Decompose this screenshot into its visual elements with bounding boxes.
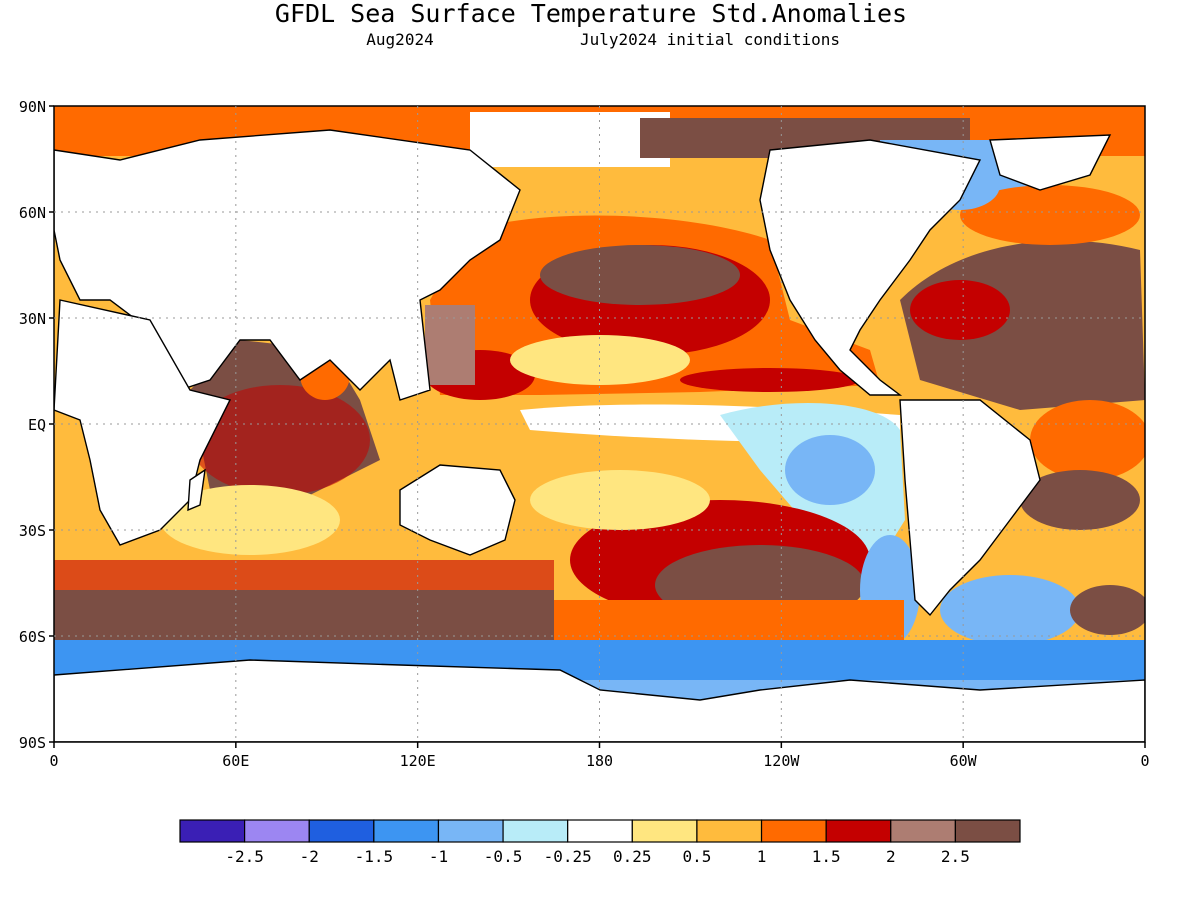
north-atlantic-orange bbox=[960, 185, 1140, 245]
kuroshio-brown bbox=[425, 305, 475, 385]
colorbar-label: 1.5 bbox=[812, 847, 841, 866]
lon-tick-label: 60E bbox=[222, 752, 249, 770]
colorbar-swatch bbox=[825, 819, 892, 843]
colorbar-label: 1 bbox=[757, 847, 767, 866]
southern-ocean-orange bbox=[554, 600, 904, 640]
indian-ocean-white bbox=[160, 485, 340, 555]
colorbar-label: -1.5 bbox=[355, 847, 394, 866]
lat-tick-label: 60N bbox=[19, 204, 46, 222]
lon-tick-label: 0 bbox=[1140, 752, 1149, 770]
indian-ocean-red bbox=[190, 385, 370, 495]
longitude-axis: 0 60E 120E 180 120W 60W 0 bbox=[49, 742, 1150, 770]
colorbar-swatch bbox=[760, 819, 827, 843]
lat-tick-label: EQ bbox=[28, 416, 46, 434]
hawaii-red-band bbox=[680, 368, 860, 392]
colorbar-label: -2 bbox=[300, 847, 319, 866]
colorbar-swatch bbox=[502, 819, 569, 843]
colorbar-swatch bbox=[696, 819, 763, 843]
colorbar-label: -0.25 bbox=[544, 847, 592, 866]
south-atlantic-brown bbox=[1020, 470, 1140, 530]
colorbar-swatch bbox=[179, 819, 246, 843]
latitude-axis: 90N 60N 30N EQ 30S 60S 90S bbox=[19, 98, 54, 752]
gridlines bbox=[54, 106, 1145, 742]
colorbar-swatch bbox=[308, 819, 375, 843]
colorbar-label: -1 bbox=[429, 847, 448, 866]
colorbar: -2.5 -2 -1.5 -1 -0.5 -0.25 0.25 0.5 1 1.5 2 2.5 bbox=[179, 819, 1021, 866]
colorbar-label: -2.5 bbox=[225, 847, 264, 866]
southern-ocean-red bbox=[54, 560, 554, 590]
colorbar-swatch bbox=[890, 819, 956, 843]
colorbar-label: 2 bbox=[886, 847, 896, 866]
lat-tick-label: 60S bbox=[19, 628, 46, 646]
lon-tick-label: 0 bbox=[49, 752, 58, 770]
lat-tick-label: 30N bbox=[19, 310, 46, 328]
eurasia-land bbox=[54, 129, 521, 401]
equatorial-atlantic-orange bbox=[1030, 400, 1145, 480]
south-pacific-white bbox=[530, 470, 710, 530]
map-title: GFDL Sea Surface Temperature Std.Anomali… bbox=[275, 0, 907, 28]
lon-tick-label: 120W bbox=[763, 752, 800, 770]
north-america-land bbox=[759, 139, 982, 396]
south-atlantic-brown-2 bbox=[1070, 585, 1145, 635]
colorbar-swatch bbox=[373, 819, 440, 843]
arctic-white bbox=[470, 112, 670, 167]
map-subtitle-left: Aug2024 bbox=[366, 30, 433, 49]
madagascar-land bbox=[187, 468, 206, 512]
north-atlantic-red bbox=[910, 280, 1010, 340]
north-pacific-brown bbox=[540, 245, 740, 305]
south-atlantic-cool bbox=[940, 575, 1080, 645]
map-subtitle-right: July2024 initial conditions bbox=[580, 30, 840, 49]
colorbar-label: 0.5 bbox=[682, 847, 711, 866]
lon-tick-label: 180 bbox=[586, 752, 613, 770]
colorbar-label: -0.5 bbox=[484, 847, 523, 866]
lat-tick-label: 90N bbox=[19, 98, 46, 116]
lon-tick-label: 60W bbox=[950, 752, 978, 770]
colorbar-swatch bbox=[437, 819, 504, 843]
southern-ocean-brown bbox=[54, 590, 554, 640]
colorbar-swatch bbox=[954, 819, 1021, 843]
colorbar-swatch bbox=[567, 819, 633, 843]
colorbar-swatch bbox=[631, 819, 698, 843]
colorbar-label: 2.5 bbox=[941, 847, 970, 866]
lat-tick-label: 30S bbox=[19, 522, 46, 540]
australia-land bbox=[399, 464, 516, 556]
lon-tick-label: 120E bbox=[400, 752, 436, 770]
lat-tick-label: 90S bbox=[19, 734, 46, 752]
colorbar-label: 0.25 bbox=[613, 847, 652, 866]
colorbar-swatch bbox=[244, 819, 310, 843]
greenland-land bbox=[989, 134, 1112, 191]
east-pacific-blue bbox=[785, 435, 875, 505]
